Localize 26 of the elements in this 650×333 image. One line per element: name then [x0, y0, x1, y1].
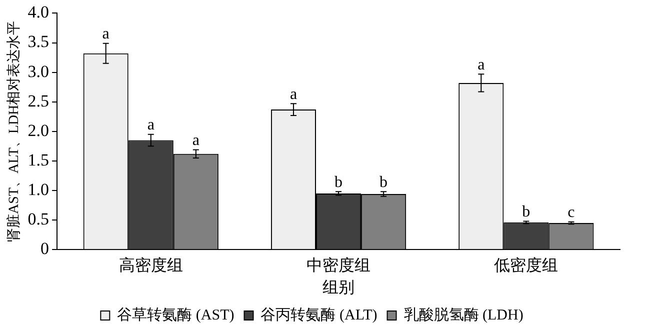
data-label: a — [147, 116, 154, 134]
data-label: b — [522, 203, 530, 220]
y-tick-label: 0 — [40, 239, 50, 258]
y-tick-label: 3.5 — [28, 32, 50, 52]
data-label: b — [380, 174, 388, 191]
x-tick-label: 低密度组 — [494, 256, 558, 274]
y-tick-label: 3.0 — [28, 62, 50, 81]
y-tick-label: 1.5 — [28, 150, 50, 170]
y-tick-label: 1.0 — [28, 180, 50, 199]
x-tick-label: 中密度组 — [306, 256, 371, 274]
y-tick-label: 2.5 — [28, 91, 50, 110]
y-axis-title: 肾脏AST、ALT、LDH相对表达水平 — [6, 20, 22, 242]
data-label: b — [334, 174, 343, 191]
y-tick-label: 4.0 — [28, 2, 50, 22]
legend-label: 乳酸脱氢酶 (LDH) — [404, 306, 524, 324]
y-tick-label: 2.0 — [28, 120, 50, 140]
legend-label: 谷丙转氨酶 (ALT) — [260, 306, 378, 324]
data-label: c — [568, 204, 575, 222]
data-label: a — [192, 132, 200, 149]
x-tick-label: 高密度组 — [118, 256, 183, 274]
x-axis-title: 组别 — [322, 280, 355, 297]
data-label: a — [290, 86, 298, 103]
y-tick-label: 0.5 — [28, 210, 50, 229]
data-label: a — [102, 26, 110, 43]
data-label: a — [478, 56, 485, 74]
legend-label: 谷草转氨酶 (AST) — [117, 306, 234, 324]
